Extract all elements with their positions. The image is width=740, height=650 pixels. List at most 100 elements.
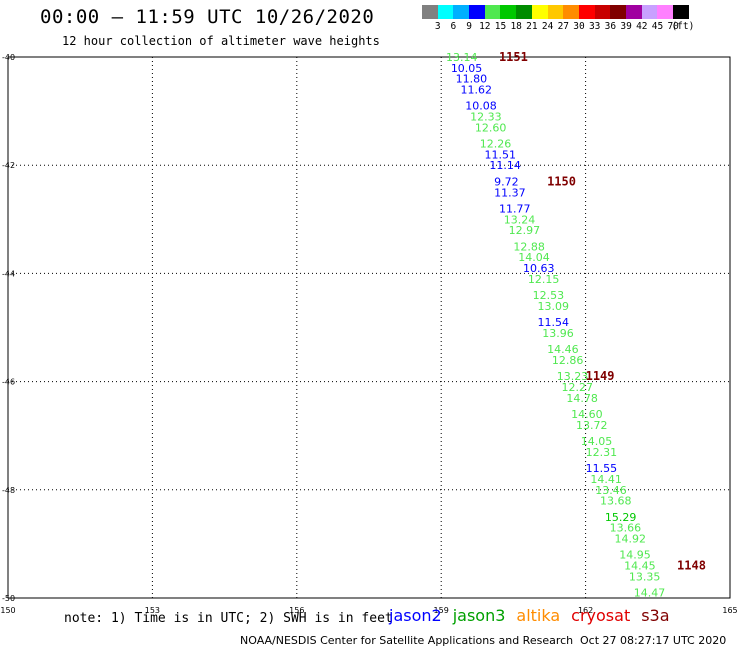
footer-note: note: 1) Time is in UTC; 2) SWH is in fe… bbox=[64, 611, 393, 626]
plot-frame bbox=[7, 56, 731, 599]
wave-height-label: 11.14 bbox=[489, 159, 521, 172]
wave-height-label: 13.35 bbox=[629, 570, 661, 583]
color-scale-label: 27 bbox=[557, 21, 570, 32]
time-mark-label: 1150 bbox=[547, 174, 576, 188]
wave-height-label: 11.37 bbox=[494, 186, 526, 199]
x-tick-label: 162 bbox=[578, 606, 593, 615]
satellite-cryosat: cryosat bbox=[571, 606, 631, 625]
color-scale-label: 42 bbox=[636, 21, 648, 32]
wave-height-label: 13.24 bbox=[504, 213, 535, 226]
wave-height-label: 14.45 bbox=[624, 560, 656, 573]
color-swatch bbox=[453, 5, 470, 19]
wave-height-label: 11.62 bbox=[460, 83, 492, 96]
satellite-legend: jason2 jason3 altika cryosat s3a bbox=[389, 606, 681, 625]
wave-height-label: 13.66 bbox=[610, 522, 642, 535]
color-scale-label: 39 bbox=[620, 21, 632, 32]
wave-height-label: 12.27 bbox=[562, 381, 594, 394]
satellite-altika: altika bbox=[516, 606, 561, 625]
color-scale-label: 36 bbox=[604, 21, 617, 32]
wave-height-label: 14.05 bbox=[581, 435, 613, 448]
color-swatch bbox=[531, 5, 548, 19]
color-scale-label: 30 bbox=[573, 21, 585, 32]
x-tick-label: 159 bbox=[434, 606, 449, 615]
credit-line: NOAA/NESDIS Center for Satellite Applica… bbox=[240, 634, 574, 647]
wave-height-label: 15.29 bbox=[605, 511, 637, 524]
color-scale-label: 6 bbox=[450, 21, 457, 32]
wave-height-label: 12.33 bbox=[470, 111, 502, 124]
x-tick-label: 153 bbox=[145, 606, 160, 615]
wave-height-label: 12.88 bbox=[513, 240, 545, 253]
wave-height-label: 13.46 bbox=[595, 484, 627, 497]
wave-height-label: 13.09 bbox=[537, 300, 569, 313]
color-scale-label: 33 bbox=[588, 21, 601, 32]
x-tick-label: 165 bbox=[722, 606, 737, 615]
color-swatch bbox=[673, 5, 689, 19]
color-swatch bbox=[516, 5, 532, 19]
wave-height-label: 10.08 bbox=[465, 100, 497, 113]
x-tick-label: 156 bbox=[289, 606, 304, 615]
chart-title: 00:00 – 11:59 UTC 10/26/2020 bbox=[40, 6, 375, 28]
color-swatch bbox=[563, 5, 579, 19]
wave-height-label: 11.77 bbox=[499, 202, 530, 215]
wave-height-label: 11.55 bbox=[586, 462, 618, 475]
y-tick-label: -46 bbox=[2, 378, 15, 387]
wave-height-label: 12.26 bbox=[480, 138, 512, 151]
y-tick-label: -44 bbox=[2, 269, 15, 278]
wave-height-label: 14.47 bbox=[634, 587, 666, 600]
color-swatch bbox=[437, 5, 454, 19]
color-swatch bbox=[422, 5, 438, 19]
color-swatch bbox=[641, 5, 658, 19]
color-scale-unit: (ft) bbox=[671, 21, 695, 32]
color-scale-label: 15 bbox=[494, 21, 507, 32]
wave-height-label: 12.31 bbox=[586, 446, 618, 459]
wave-height-label: 14.41 bbox=[590, 473, 622, 486]
time-mark-label: 1151 bbox=[499, 50, 528, 64]
color-scale-label: 12 bbox=[479, 21, 491, 32]
color-scale-label: 18 bbox=[510, 21, 522, 32]
wave-height-label: 14.60 bbox=[571, 408, 603, 421]
wave-height-label: 13.23 bbox=[557, 370, 589, 383]
color-swatch bbox=[625, 5, 642, 19]
wave-height-label: 11.51 bbox=[485, 148, 517, 161]
color-scale-bar bbox=[422, 5, 689, 19]
wave-height-label: 13.14 bbox=[446, 51, 478, 64]
wave-height-label: 14.46 bbox=[547, 343, 579, 356]
time-mark-label: 1149 bbox=[586, 369, 615, 383]
satellite-jason3: jason3 bbox=[452, 606, 506, 625]
wave-height-label: 11.54 bbox=[537, 316, 569, 329]
generated-timestamp: Oct 27 08:27:17 UTC 2020 bbox=[580, 634, 727, 647]
wave-height-label: 12.86 bbox=[552, 354, 584, 367]
color-swatch bbox=[469, 5, 485, 19]
color-swatch bbox=[657, 5, 673, 19]
x-tick-label: 150 bbox=[0, 606, 15, 615]
color-scale-label: 24 bbox=[541, 21, 554, 32]
color-swatch bbox=[610, 5, 626, 19]
wave-height-label: 13.68 bbox=[600, 495, 632, 508]
y-tick-label: -40 bbox=[2, 53, 15, 62]
wave-height-label: 13.96 bbox=[542, 327, 574, 340]
y-tick-label: -50 bbox=[2, 594, 15, 603]
color-scale-label: 70 bbox=[667, 21, 679, 32]
wave-height-label: 12.15 bbox=[528, 273, 560, 286]
wave-height-label: 10.05 bbox=[451, 62, 483, 75]
color-scale-label: 3 bbox=[434, 21, 441, 32]
wave-height-label: 13.72 bbox=[576, 419, 608, 432]
color-scale-label: 21 bbox=[526, 21, 538, 32]
wave-height-label: 14.04 bbox=[518, 251, 550, 264]
color-scale-label: 45 bbox=[651, 21, 664, 32]
color-swatch bbox=[484, 5, 501, 19]
color-swatch bbox=[547, 5, 564, 19]
color-swatch bbox=[578, 5, 595, 19]
color-swatch bbox=[500, 5, 517, 19]
wave-height-label: 11.80 bbox=[456, 73, 488, 86]
time-mark-label: 1148 bbox=[677, 559, 706, 573]
satellite-s3a: s3a bbox=[641, 606, 670, 625]
wave-height-label: 14.92 bbox=[614, 532, 646, 545]
wave-height-label: 14.78 bbox=[566, 392, 598, 405]
wave-height-label: 12.53 bbox=[533, 289, 565, 302]
chart-subtitle: 12 hour collection of altimeter wave hei… bbox=[62, 34, 380, 48]
wave-height-label: 12.97 bbox=[509, 224, 541, 237]
satellite-jason2: jason2 bbox=[389, 606, 442, 625]
color-swatch bbox=[594, 5, 611, 19]
